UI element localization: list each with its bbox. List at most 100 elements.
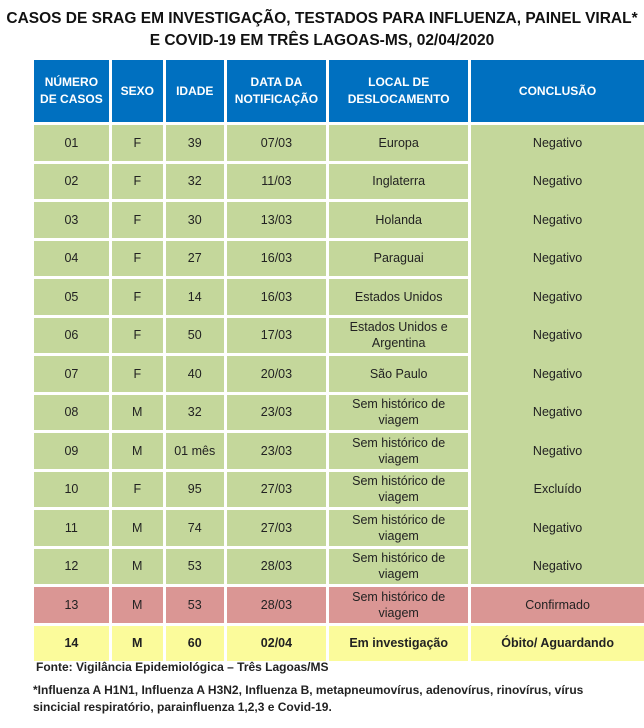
title-line-1: CASOS DE SRAG EM INVESTIGAÇÃO, TESTADOS … xyxy=(6,10,638,27)
cell-sex: F xyxy=(111,240,163,276)
cell-case-number: 14 xyxy=(34,625,109,661)
header-age: IDADE xyxy=(165,60,224,122)
table-row: 05 F 14 16/03 Estados Unidos Negativo xyxy=(34,276,644,315)
cell-travel-location: Estados Unidos xyxy=(329,279,469,315)
cell-case-number: 06 xyxy=(34,317,109,353)
cell-sex: F xyxy=(111,163,163,199)
table-row: 01 F 39 07/03 Europa Negativo xyxy=(34,125,644,161)
cases-table: NÚMERO DE CASOS SEXO IDADE DATA DA NOTIF… xyxy=(31,57,644,664)
cell-age: 27 xyxy=(165,240,224,276)
cell-notification-date: 07/03 xyxy=(226,125,327,161)
cell-notification-date: 20/03 xyxy=(226,356,327,392)
cell-case-number: 08 xyxy=(34,394,109,430)
cell-travel-location: Inglaterra xyxy=(329,163,469,199)
table-row: 12 M 53 28/03 Sem histórico de viagem Negativ… xyxy=(34,545,644,584)
cell-conclusion: Negativo xyxy=(471,199,644,238)
cell-sex: M xyxy=(111,394,163,430)
cell-case-number: 09 xyxy=(34,433,109,469)
cell-travel-location: Holanda xyxy=(329,202,469,238)
cell-notification-date: 23/03 xyxy=(226,433,327,469)
header-notification-date: DATA DA NOTIFICAÇÃO xyxy=(226,60,327,122)
source-note: Fonte: Vigilância Epidemiológica – Três … xyxy=(36,660,329,674)
table-row: 04 F 27 16/03 Paraguai Negativo xyxy=(34,237,644,276)
cell-age: 53 xyxy=(165,587,224,623)
cell-conclusion: Negativo xyxy=(471,391,644,430)
cell-age: 74 xyxy=(165,510,224,546)
cell-sex: M xyxy=(111,548,163,584)
cell-notification-date: 11/03 xyxy=(226,163,327,199)
cell-conclusion: Confirmado xyxy=(471,587,644,623)
cell-conclusion: Excluído xyxy=(471,468,644,507)
cell-conclusion: Negativo xyxy=(471,545,644,584)
cell-sex: F xyxy=(111,202,163,238)
cell-travel-location: Europa xyxy=(329,125,469,161)
cell-notification-date: 17/03 xyxy=(226,317,327,353)
cell-case-number: 10 xyxy=(34,471,109,507)
cell-case-number: 03 xyxy=(34,202,109,238)
cell-conclusion: Negativo xyxy=(471,160,644,199)
table-row: 13 M 53 28/03 Sem histórico de viagem Confirm… xyxy=(34,587,644,623)
cell-notification-date: 23/03 xyxy=(226,394,327,430)
cell-sex: M xyxy=(111,433,163,469)
cell-case-number: 11 xyxy=(34,510,109,546)
cell-travel-location: Sem histórico de viagem xyxy=(329,510,469,546)
cell-conclusion: Negativo xyxy=(471,314,644,353)
cell-notification-date: 02/04 xyxy=(226,625,327,661)
cell-sex: F xyxy=(111,279,163,315)
cell-sex: M xyxy=(111,625,163,661)
cell-case-number: 02 xyxy=(34,163,109,199)
cell-sex: M xyxy=(111,587,163,623)
cell-notification-date: 28/03 xyxy=(226,587,327,623)
cell-notification-date: 16/03 xyxy=(226,279,327,315)
cell-travel-location: Sem histórico de viagem xyxy=(329,433,469,469)
table-row: 06 F 50 17/03 Estados Unidos e Argentina Nega… xyxy=(34,314,644,353)
cell-case-number: 05 xyxy=(34,279,109,315)
table-row: 14 M 60 02/04 Em investigação Óbito/ Aguardan… xyxy=(34,625,644,661)
cell-case-number: 07 xyxy=(34,356,109,392)
cell-travel-location: São Paulo xyxy=(329,356,469,392)
table-row: 10 F 95 27/03 Sem histórico de viagem Excluíd… xyxy=(34,468,644,507)
cell-case-number: 13 xyxy=(34,587,109,623)
cell-case-number: 12 xyxy=(34,548,109,584)
cell-notification-date: 16/03 xyxy=(226,240,327,276)
cell-age: 40 xyxy=(165,356,224,392)
table-row: 09 M 01 mês 23/03 Sem histórico de viagem Neg… xyxy=(34,430,644,469)
cell-conclusion: Negativo xyxy=(471,353,644,392)
cell-conclusion: Óbito/ Aguardando xyxy=(471,625,644,661)
cell-notification-date: 27/03 xyxy=(226,471,327,507)
footnote: *Influenza A H1N1, Influenza A H3N2, Inf… xyxy=(33,683,584,714)
cell-sex: F xyxy=(111,356,163,392)
cell-age: 32 xyxy=(165,394,224,430)
title-line-2: E COVID-19 EM TRÊS LAGOAS-MS, 02/04/2020 xyxy=(149,32,495,49)
cell-travel-location: Paraguai xyxy=(329,240,469,276)
cell-conclusion: Negativo xyxy=(471,276,644,315)
cell-age: 14 xyxy=(165,279,224,315)
table-row: 07 F 40 20/03 São Paulo Negativo xyxy=(34,353,644,392)
cell-conclusion: Negativo xyxy=(471,237,644,276)
cell-notification-date: 28/03 xyxy=(226,548,327,584)
cell-travel-location: Sem histórico de viagem xyxy=(329,587,469,623)
table-row: 02 F 32 11/03 Inglaterra Negativo xyxy=(34,160,644,199)
cell-travel-location: Sem histórico de viagem xyxy=(329,471,469,507)
cell-age: 39 xyxy=(165,125,224,161)
cell-age: 01 mês xyxy=(165,433,224,469)
table-row: 08 M 32 23/03 Sem histórico de viagem Negativ… xyxy=(34,391,644,430)
cell-age: 95 xyxy=(165,471,224,507)
header-case-number: NÚMERO DE CASOS xyxy=(34,60,109,122)
cell-conclusion: Negativo xyxy=(471,507,644,546)
cell-age: 50 xyxy=(165,317,224,353)
cell-notification-date: 13/03 xyxy=(226,202,327,238)
cell-age: 32 xyxy=(165,163,224,199)
cell-travel-location: Sem histórico de viagem xyxy=(329,548,469,584)
header-sex: SEXO xyxy=(111,60,163,122)
cell-notification-date: 27/03 xyxy=(226,510,327,546)
table-row: 03 F 30 13/03 Holanda Negativo xyxy=(34,199,644,238)
table-header-row: NÚMERO DE CASOS SEXO IDADE DATA DA NOTIF… xyxy=(34,60,644,122)
cell-age: 30 xyxy=(165,202,224,238)
document-title: CASOS DE SRAG EM INVESTIGAÇÃO, TESTADOS … xyxy=(0,8,644,52)
cell-case-number: 04 xyxy=(34,240,109,276)
cell-case-number: 01 xyxy=(34,125,109,161)
header-conclusion: CONCLUSÃO xyxy=(471,60,644,122)
cell-travel-location: Em investigação xyxy=(329,625,469,661)
cell-conclusion: Negativo xyxy=(471,430,644,469)
